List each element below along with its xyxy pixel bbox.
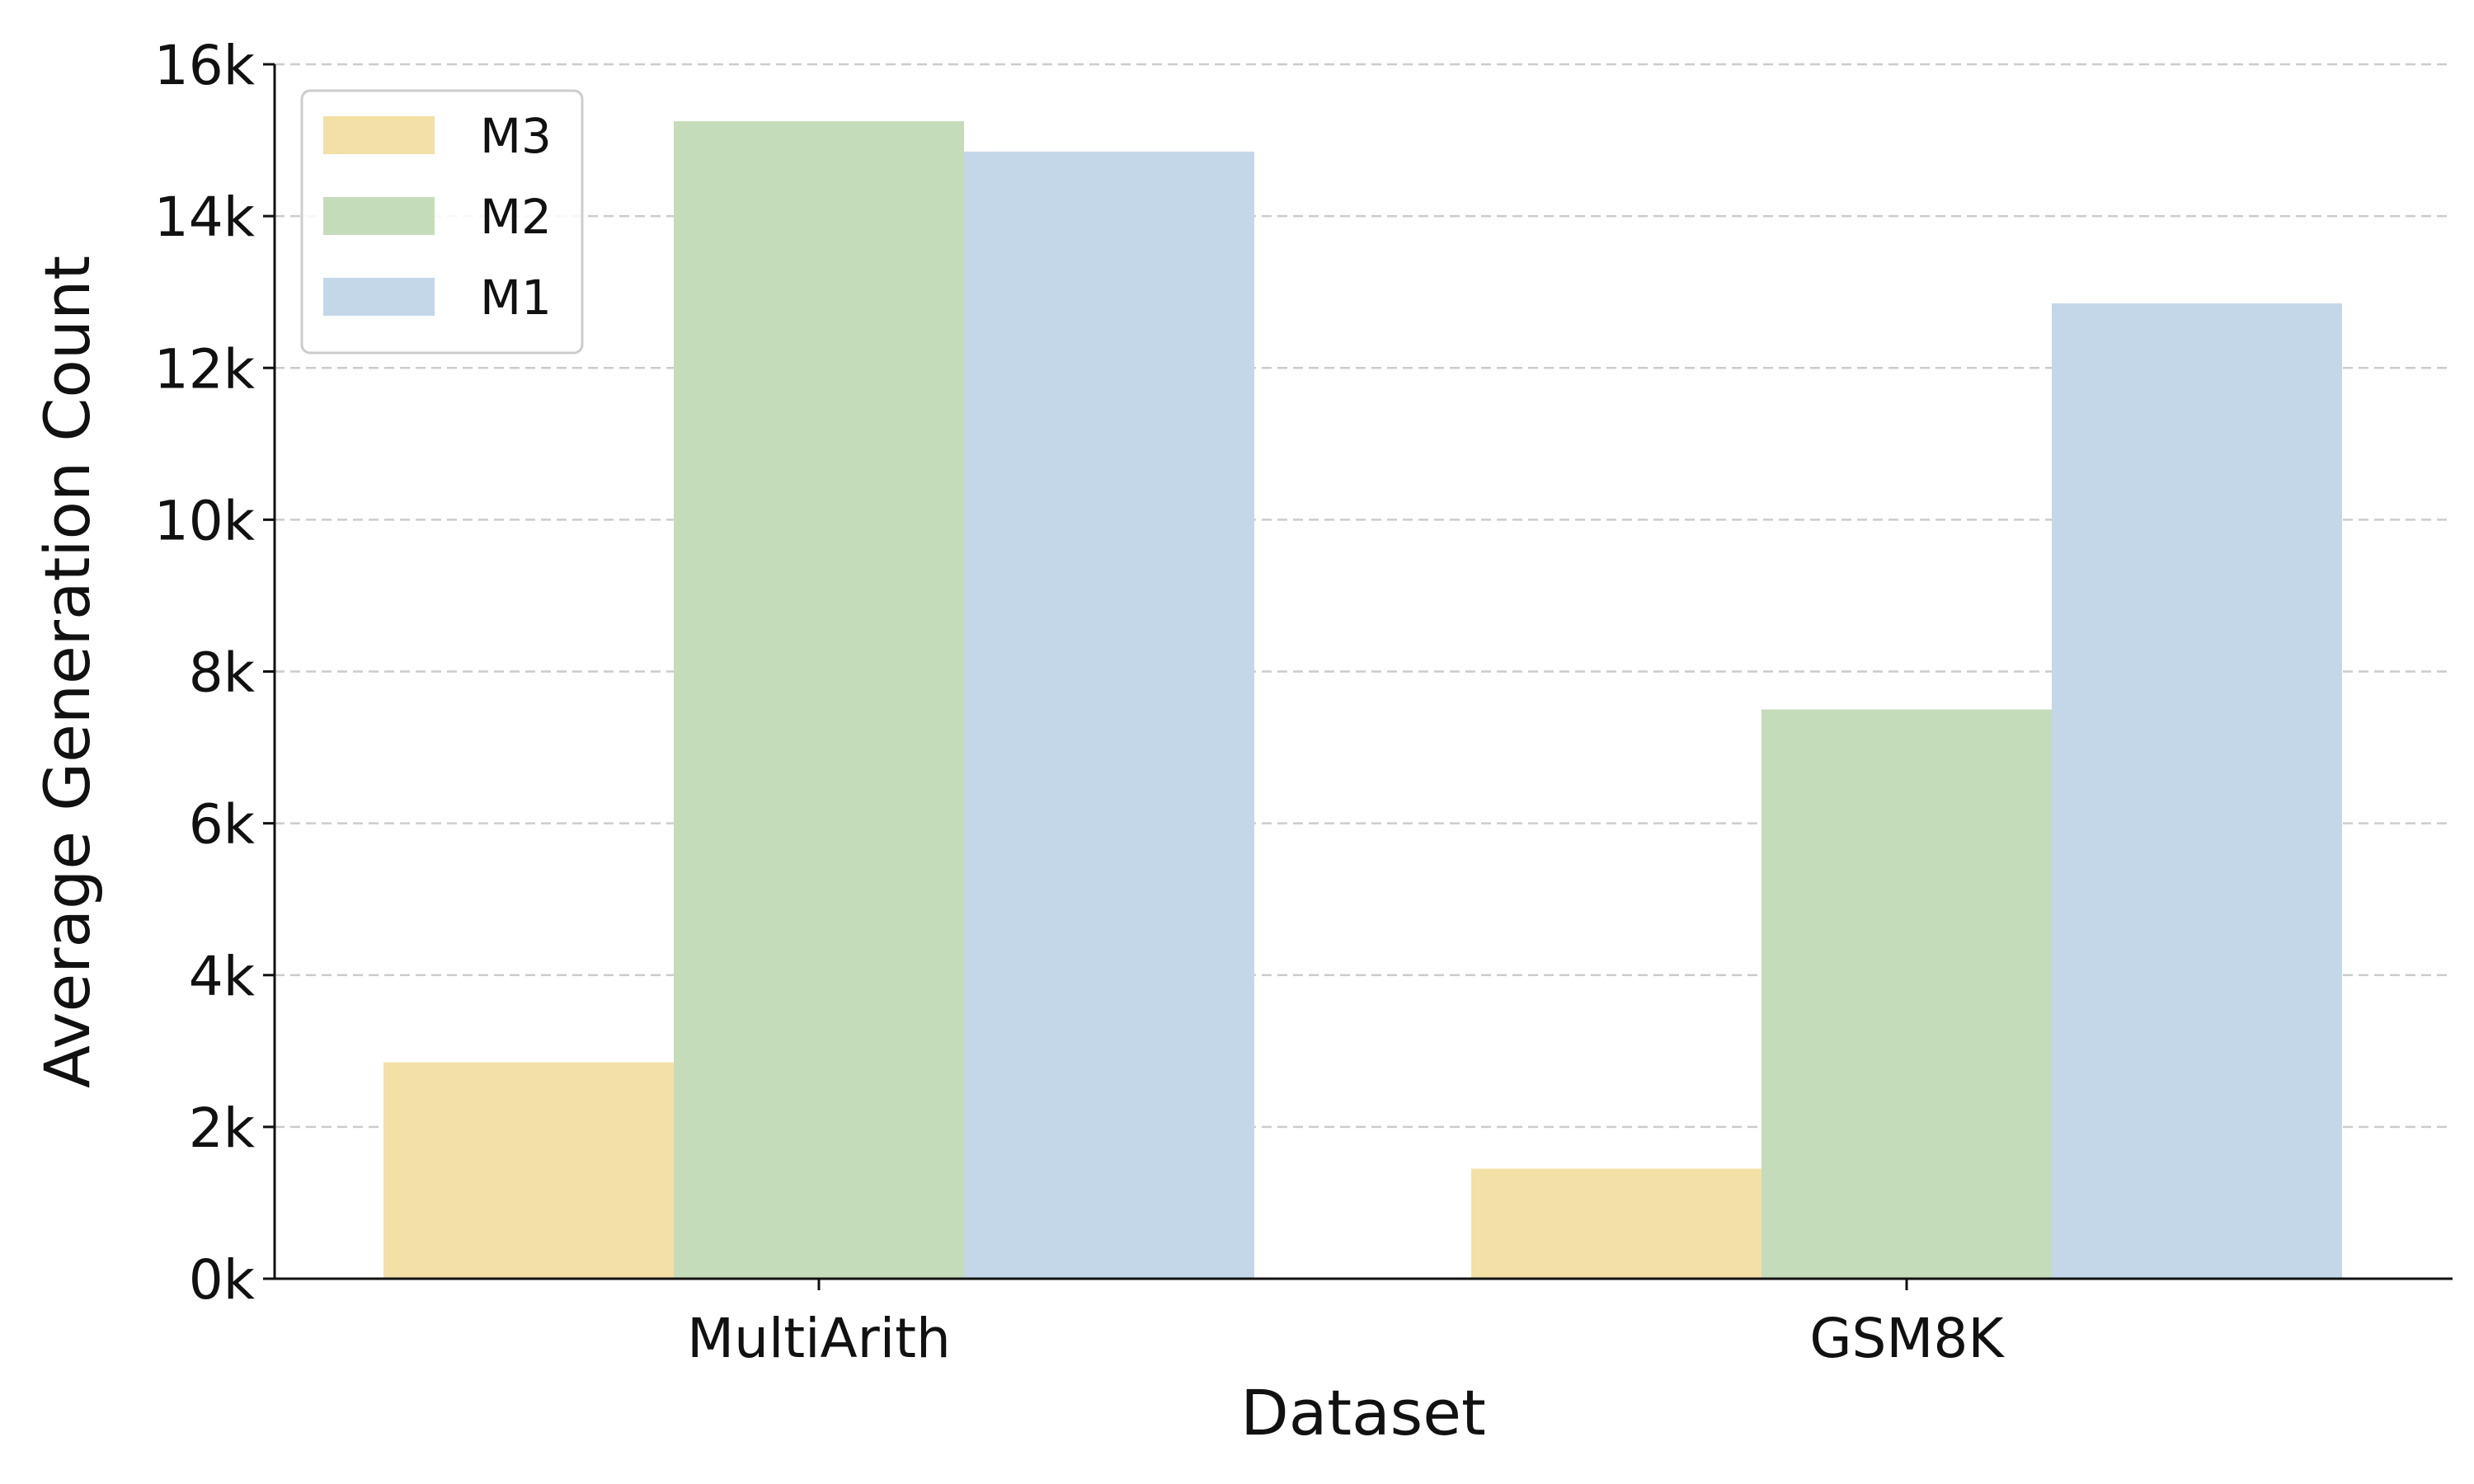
legend-label-m2: M2 bbox=[480, 189, 552, 245]
y-tick-label: 12k bbox=[154, 337, 256, 401]
legend-label-m1: M1 bbox=[480, 270, 552, 326]
y-tick-label: 10k bbox=[154, 489, 256, 552]
y-tick-label: 8k bbox=[189, 641, 256, 705]
x-ticks: MultiArith GSM8K bbox=[687, 1279, 2005, 1370]
x-tick-label: MultiArith bbox=[687, 1307, 951, 1370]
bars bbox=[383, 121, 2342, 1280]
y-tick-label: 16k bbox=[154, 34, 256, 97]
y-tick-label: 14k bbox=[154, 186, 256, 249]
x-tick-label: GSM8K bbox=[1809, 1307, 2005, 1370]
legend: M3 M2 M1 bbox=[300, 89, 584, 355]
legend-label-m3: M3 bbox=[480, 108, 552, 164]
y-ticks: 0k 2k 4k 6k 8k 10k 12k 14k 16k bbox=[154, 34, 275, 1312]
bar-m3-multiarith bbox=[383, 1062, 674, 1279]
y-axis-label: Average Generation Count bbox=[31, 256, 104, 1088]
y-tick-label: 2k bbox=[189, 1097, 256, 1160]
x-axis-label: Dataset bbox=[1240, 1376, 1486, 1449]
legend-swatch-m3 bbox=[323, 116, 435, 154]
y-tick-label: 4k bbox=[189, 945, 256, 1008]
bar-m2-gsm8k bbox=[1761, 709, 2052, 1279]
bar-m2-multiarith bbox=[674, 121, 964, 1279]
legend-swatch-m1 bbox=[323, 278, 435, 316]
y-tick-label: 0k bbox=[189, 1248, 256, 1312]
legend-swatch-m2 bbox=[323, 197, 435, 235]
bar-m1-gsm8k bbox=[2052, 303, 2342, 1280]
gridlines bbox=[275, 63, 2453, 1129]
y-tick-label: 6k bbox=[189, 793, 256, 857]
bar-m3-gsm8k bbox=[1471, 1168, 1761, 1279]
bar-m1-multiarith bbox=[964, 151, 1254, 1280]
